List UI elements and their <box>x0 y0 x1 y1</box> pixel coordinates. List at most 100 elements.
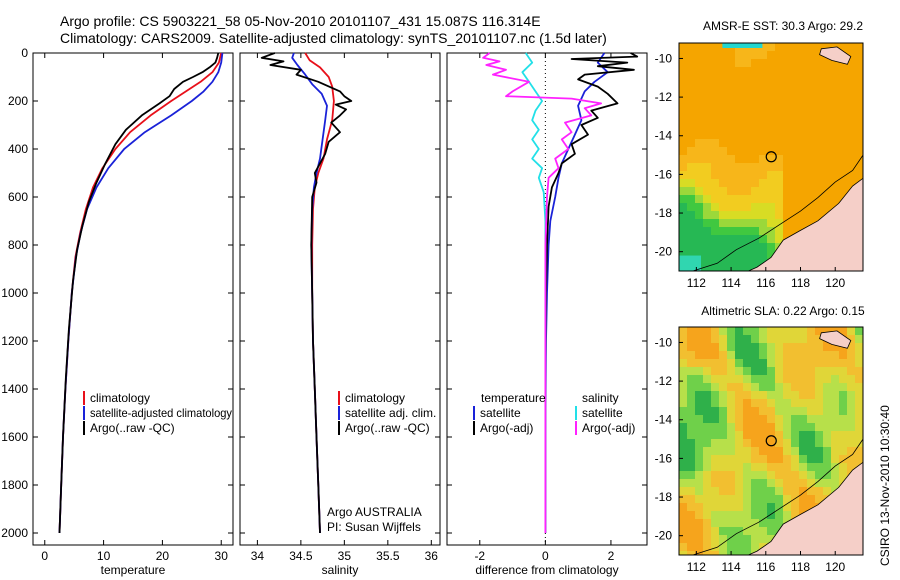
field-cell <box>799 327 808 336</box>
plot-frame <box>446 52 648 546</box>
field-cell <box>775 383 784 392</box>
field-cell <box>743 527 752 536</box>
field-cell <box>855 123 863 132</box>
field-cell <box>791 383 800 392</box>
field-cell <box>711 139 720 148</box>
field-cell <box>735 423 744 432</box>
field-cell <box>679 187 688 196</box>
field-cell <box>695 495 704 504</box>
field-cell <box>847 91 856 100</box>
x-tick-label: 35.5 <box>376 549 400 563</box>
field-cell <box>735 155 744 164</box>
field-cell <box>783 359 792 368</box>
field-cell <box>759 131 768 140</box>
field-cell <box>687 463 696 472</box>
field-cell <box>759 343 768 352</box>
field-cell <box>831 75 840 84</box>
field-cell <box>823 147 832 156</box>
sla-map-title: Altimetric SLA: 0.22 Argo: 0.15 <box>701 304 865 318</box>
field-cell <box>687 439 696 448</box>
field-cell <box>751 503 760 512</box>
field-cell <box>743 503 752 512</box>
field-cell <box>767 83 776 92</box>
field-cell <box>847 179 856 188</box>
field-cell <box>855 131 863 140</box>
field-cell <box>719 179 728 188</box>
land-australia <box>748 461 863 555</box>
field-cell <box>815 439 824 448</box>
field-cell <box>727 75 736 84</box>
field-cell <box>703 51 712 60</box>
field-cell <box>807 211 816 220</box>
field-cell <box>775 219 784 228</box>
x-tick-label: 2 <box>608 549 615 563</box>
field-cell <box>727 335 736 344</box>
field-cell <box>783 83 792 92</box>
field-cell <box>839 83 848 92</box>
field-cell <box>767 51 776 60</box>
field-cell <box>855 455 863 464</box>
field-cell <box>839 423 848 432</box>
field-cell <box>775 327 784 336</box>
field-cell <box>855 351 863 360</box>
field-cell <box>679 91 688 100</box>
field-cell <box>695 351 704 360</box>
field-cell <box>751 455 760 464</box>
field-cell <box>783 51 792 60</box>
field-cell <box>767 503 776 512</box>
field-cell <box>799 431 808 440</box>
field-cell <box>847 139 856 148</box>
lat-tick-label: -12 <box>655 90 673 104</box>
field-cell <box>807 67 816 76</box>
field-cell <box>807 147 816 156</box>
field-cell <box>751 367 760 376</box>
field-cell <box>823 359 832 368</box>
field-cell <box>727 463 736 472</box>
field-cell <box>687 495 696 504</box>
field-cell <box>743 83 752 92</box>
field-cell <box>695 67 704 76</box>
field-cell <box>719 367 728 376</box>
field-cell <box>815 423 824 432</box>
field-cell <box>727 359 736 368</box>
field-cell <box>815 139 824 148</box>
field-cell <box>799 115 808 124</box>
field-cell <box>783 367 792 376</box>
field-cell <box>679 543 688 552</box>
field-cell <box>703 455 712 464</box>
field-cell <box>743 359 752 368</box>
field-cell <box>847 115 856 124</box>
field-cell <box>727 439 736 448</box>
field-cell <box>783 423 792 432</box>
field-cell <box>711 99 720 108</box>
field-cell <box>743 495 752 504</box>
field-cell <box>751 75 760 84</box>
field-cell <box>799 123 808 132</box>
field-cell <box>735 383 744 392</box>
field-cell <box>679 359 688 368</box>
field-cell <box>751 251 760 260</box>
field-cell <box>855 367 863 376</box>
field-cell <box>727 327 736 336</box>
field-cell <box>791 479 800 488</box>
field-cell <box>711 179 720 188</box>
field-cell <box>719 219 728 228</box>
field-cell <box>735 139 744 148</box>
field-cell <box>751 203 760 212</box>
field-cell <box>735 407 744 416</box>
field-cell <box>783 59 792 68</box>
field-cell <box>751 195 760 204</box>
field-cell <box>679 471 688 480</box>
field-cell <box>751 535 760 544</box>
lon-tick-label: 114 <box>722 560 741 574</box>
field-cell <box>791 91 800 100</box>
field-cell <box>703 171 712 180</box>
field-cell <box>815 351 824 360</box>
field-cell <box>711 503 720 512</box>
field-cell <box>751 375 760 384</box>
field-cell <box>775 407 784 416</box>
field-cell <box>727 259 736 268</box>
field-cell <box>743 211 752 220</box>
field-cell <box>751 327 760 336</box>
field-cell <box>791 439 800 448</box>
